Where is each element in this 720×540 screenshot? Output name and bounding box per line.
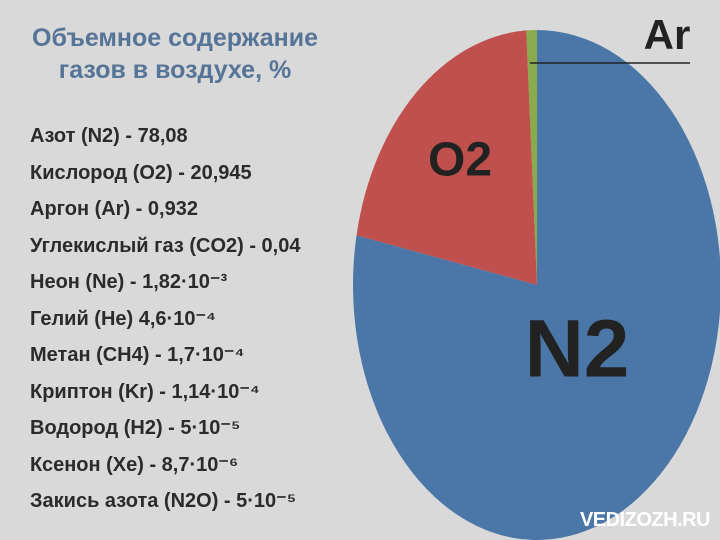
- composition-item: Азот (N2) - 78,08: [30, 125, 188, 147]
- slice-label: N2: [525, 304, 630, 395]
- chart-title: Объемное содержание газов в воздухе, %: [32, 24, 318, 84]
- pie-slice: [526, 30, 537, 285]
- composition-item: Неон (Ne) - 1,82·10⁻³: [30, 271, 228, 293]
- composition-item: Водород (H2) - 5·10⁻⁵: [30, 417, 241, 439]
- composition-item: Закись азота (N2O) - 5·10⁻⁵: [30, 490, 297, 512]
- composition-list: Азот (N2) - 78,08 Кислород (O2) - 20,945 А…: [30, 118, 300, 520]
- slice-label: Ar: [644, 11, 691, 58]
- composition-item: Метан (CH4) - 1,7·10⁻⁴: [30, 344, 245, 366]
- watermark: VEDIZOZH.RU: [579, 509, 711, 531]
- pie-slice: [356, 30, 537, 286]
- composition-item: Криптон (Kr) - 1,14·10⁻⁴: [30, 380, 260, 403]
- slice-label: O2: [428, 134, 492, 187]
- composition-item: Углекислый газ (CO2) - 0,04: [30, 234, 301, 257]
- composition-item: Ксенон (Xe) - 8,7·10⁻⁶: [30, 453, 239, 476]
- composition-item: Аргон (Ar) - 0,932: [30, 198, 198, 220]
- composition-item: Гелий (He) 4,6·10⁻⁴: [30, 307, 216, 330]
- pie-slice: [353, 30, 720, 540]
- composition-item: Кислород (O2) - 20,945: [30, 161, 252, 184]
